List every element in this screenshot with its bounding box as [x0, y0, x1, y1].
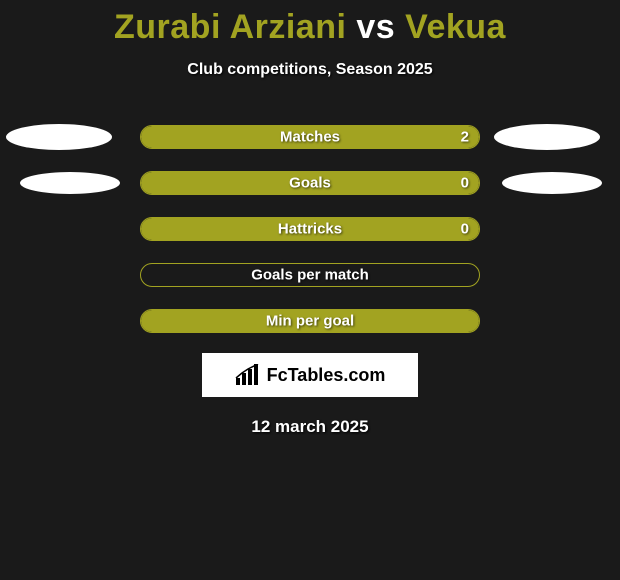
- stat-bar-value: 0: [461, 175, 469, 192]
- date-text: 12 march 2025: [0, 417, 620, 437]
- title-player2: Vekua: [405, 8, 506, 46]
- stat-bar-label: Hattricks: [278, 221, 342, 238]
- stat-bar-label: Min per goal: [266, 313, 354, 330]
- stat-bar-label: Matches: [280, 129, 340, 146]
- stat-bar: Goals per match: [140, 263, 480, 287]
- stat-bar-label: Goals per match: [251, 267, 369, 284]
- stat-rows: Matches 2 Goals 0 Hattricks 0 Goals per match M…: [0, 125, 620, 333]
- stat-bar: Hattricks 0: [140, 217, 480, 241]
- logo-box: FcTables.com: [202, 353, 418, 397]
- stat-bar: Matches 2: [140, 125, 480, 149]
- stat-row: Goals per match: [0, 263, 620, 287]
- stat-bar-value: 2: [461, 129, 469, 146]
- logo-text: FcTables.com: [267, 365, 386, 386]
- subtitle: Club competitions, Season 2025: [0, 61, 620, 79]
- page-title: Zurabi Arziani vs Vekua: [0, 0, 620, 47]
- title-vs: vs: [356, 8, 395, 46]
- title-player1: Zurabi Arziani: [114, 8, 346, 46]
- right-ellipse: [494, 124, 600, 150]
- stat-bar: Min per goal: [140, 309, 480, 333]
- stat-bar: Goals 0: [140, 171, 480, 195]
- stat-row: Goals 0: [0, 171, 620, 195]
- stat-bar-value: 0: [461, 221, 469, 238]
- stat-row: Matches 2: [0, 125, 620, 149]
- right-ellipse: [502, 172, 602, 194]
- stat-row: Hattricks 0: [0, 217, 620, 241]
- logo-bars-icon: [235, 364, 261, 386]
- left-ellipse: [20, 172, 120, 194]
- stat-bar-label: Goals: [289, 175, 331, 192]
- left-ellipse: [6, 124, 112, 150]
- stat-row: Min per goal: [0, 309, 620, 333]
